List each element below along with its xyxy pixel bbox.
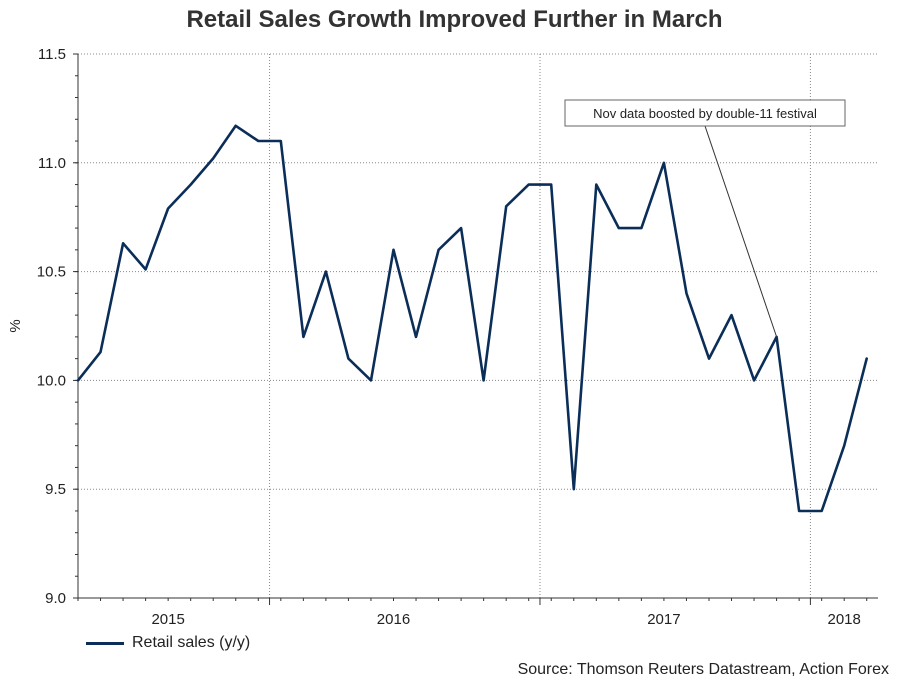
chart-title: Retail Sales Growth Improved Further in … <box>186 6 723 33</box>
data-point <box>460 227 463 230</box>
x-tick-label: 2017 <box>647 611 680 628</box>
y-tick-label: 10.5 <box>37 264 66 281</box>
y-tick-label: 9.0 <box>45 590 66 607</box>
data-point <box>437 248 440 251</box>
data-point <box>189 183 192 186</box>
data-point <box>572 488 575 491</box>
data-point <box>798 510 801 513</box>
annotation-text: Nov data boosted by double-11 festival <box>593 106 817 121</box>
data-point <box>347 357 350 360</box>
data-point <box>257 140 260 143</box>
data-point <box>122 242 125 245</box>
data-point <box>370 379 373 382</box>
data-point <box>144 268 147 271</box>
data-point <box>685 292 688 295</box>
data-point <box>505 205 508 208</box>
data-point <box>663 161 666 164</box>
annotation-layer: Nov data boosted by double-11 festival <box>564 99 846 338</box>
data-point <box>77 379 80 382</box>
legend-label: Retail sales (y/y) <box>132 634 251 651</box>
data-point <box>640 227 643 230</box>
data-point <box>99 351 102 354</box>
y-tick-label: 9.5 <box>45 481 66 498</box>
x-tick-label: 2016 <box>377 611 410 628</box>
data-point <box>302 335 305 338</box>
grid-layer <box>78 53 878 598</box>
y-axis-label: % <box>7 319 24 332</box>
data-point <box>820 510 823 513</box>
x-tick-label: 2015 <box>151 611 184 628</box>
data-point <box>617 227 620 230</box>
data-point <box>753 379 756 382</box>
data-point <box>415 335 418 338</box>
legend: Retail sales (y/y) <box>86 634 250 652</box>
x-tick-label: 2018 <box>828 611 861 628</box>
y-tick-label: 11.5 <box>38 46 66 63</box>
data-point <box>324 270 327 273</box>
axes-layer: 9.0 9.5 10.0 10.5 11.0 11.5 2015 2016 2017 2018% <box>7 46 878 628</box>
data-point <box>843 444 846 447</box>
data-point <box>595 183 598 186</box>
data-point <box>392 248 395 251</box>
data-point <box>865 357 868 360</box>
data-point <box>167 207 170 210</box>
data-point <box>708 357 711 360</box>
y-tick-label: 10.0 <box>37 372 66 389</box>
data-point <box>550 183 553 186</box>
data-point <box>730 314 733 317</box>
data-point <box>234 124 237 127</box>
series-layer <box>76 124 869 513</box>
source-note: Source: Thomson Reuters Datastream, Acti… <box>517 661 889 678</box>
data-point <box>527 183 530 186</box>
data-point <box>212 157 215 160</box>
data-point <box>279 140 282 143</box>
legend-swatch <box>86 641 124 645</box>
y-tick-label: 11.0 <box>38 155 66 172</box>
series-line <box>76 124 869 513</box>
annotation-leader <box>704 125 778 338</box>
data-point <box>482 379 485 382</box>
annotation-box <box>564 99 846 127</box>
